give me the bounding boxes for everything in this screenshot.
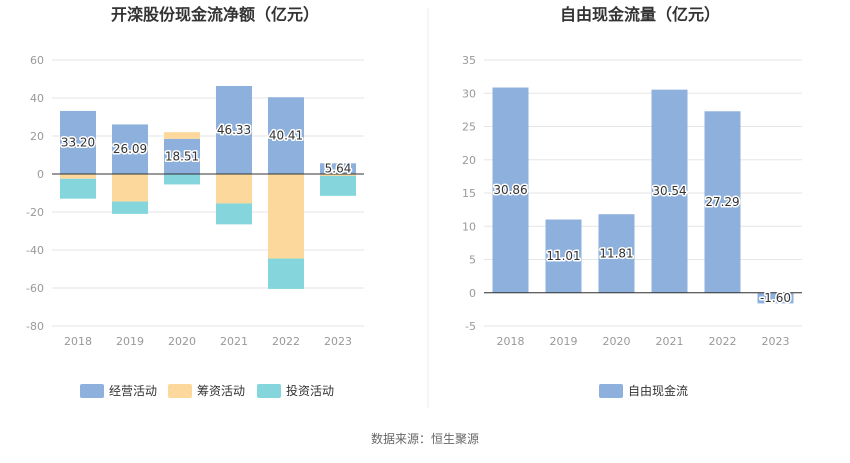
bar-financing [320, 174, 356, 176]
y-tick-label: 25 [462, 121, 476, 134]
data-label: 27.29 [705, 195, 739, 209]
x-tick-label: 2023 [762, 335, 790, 348]
bar-operating [164, 138, 200, 174]
bar-investing [112, 201, 148, 214]
x-tick-label: 2021 [656, 335, 684, 348]
legend-swatch [257, 384, 281, 398]
legend-label: 自由现金流 [628, 383, 688, 398]
cashflow-chart: 60 40 20 0 -20 -40 -60 -80 2018 2019 2020 2021 2022 2… [26, 54, 364, 348]
x-tick-label: 2019 [116, 335, 144, 348]
data-label: 11.01 [546, 249, 580, 263]
bar-investing [268, 258, 304, 289]
y-tick-label: -20 [26, 206, 44, 219]
x-tick-label: 2023 [324, 335, 352, 348]
data-label: 33.20 [61, 135, 95, 149]
data-label: -1.60 [760, 291, 791, 305]
data-label: 40.41 [269, 129, 303, 143]
bar-operating [320, 163, 356, 174]
y-tick-label: 0 [37, 168, 44, 181]
legend-label: 投资活动 [286, 383, 334, 398]
left-chart-title: 开滦股份现金流净额（亿元） [111, 5, 319, 24]
x-tick-label: 2019 [550, 335, 578, 348]
y-tick-label: 15 [462, 187, 476, 200]
data-label: 46.33 [217, 123, 251, 137]
bar-fcf [492, 87, 529, 293]
x-tick-label: 2021 [220, 335, 248, 348]
y-tick-label: 0 [469, 287, 476, 300]
bar-financing [268, 174, 304, 259]
data-label: 30.54 [652, 184, 686, 198]
legend-label: 筹资活动 [197, 384, 245, 398]
y-tick-label: 30 [462, 87, 476, 100]
y-tick-label: -80 [26, 320, 44, 333]
y-tick-label: 5 [469, 254, 476, 267]
bar-operating [112, 124, 148, 174]
y-tick-label: 35 [462, 54, 476, 67]
y-tick-label: 20 [462, 154, 476, 167]
x-tick-label: 2022 [709, 335, 737, 348]
cashflow-legend: 经营活动 筹资活动 投资活动 [80, 383, 334, 398]
bar-investing [60, 178, 96, 199]
bar-fcf [651, 89, 688, 293]
x-tick-label: 2020 [603, 335, 631, 348]
bar-financing [164, 132, 200, 139]
x-tick-label: 2018 [64, 335, 92, 348]
data-label: 11.81 [599, 246, 633, 260]
y-tick-label: 60 [30, 54, 44, 67]
data-label: 30.86 [493, 183, 527, 197]
bar-financing [112, 174, 148, 202]
data-label: 26.09 [113, 142, 147, 156]
fcf-chart: 35 30 25 20 15 10 5 0 -5 2018 2019 2020 2021 2022 2023… [462, 54, 802, 348]
right-chart-title: 自由现金流量（亿元） [560, 5, 720, 24]
bar-fcf [757, 292, 794, 304]
bar-investing [216, 203, 252, 225]
bar-financing [216, 174, 252, 204]
bar-operating [268, 97, 304, 174]
data-label: 5.64 [325, 162, 352, 176]
bar-fcf [598, 214, 635, 293]
y-tick-label: 10 [462, 220, 476, 233]
bar-operating [216, 85, 252, 174]
bar-operating [60, 110, 96, 174]
x-tick-label: 2020 [168, 335, 196, 348]
y-tick-label: 40 [30, 92, 44, 105]
x-tick-label: 2022 [272, 335, 300, 348]
legend-swatch [80, 384, 104, 398]
legend-label: 经营活动 [109, 384, 157, 398]
data-source: 数据来源：恒生聚源 [371, 431, 479, 446]
y-tick-label: -5 [465, 320, 476, 333]
bar-investing [320, 175, 356, 196]
bar-financing [60, 174, 96, 179]
x-tick-label: 2018 [497, 335, 525, 348]
y-tick-label: -60 [26, 282, 44, 295]
bar-investing [164, 174, 200, 185]
y-tick-label: 20 [30, 130, 44, 143]
data-label: 18.51 [165, 149, 199, 163]
bar-fcf [704, 111, 741, 293]
y-tick-label: -40 [26, 244, 44, 257]
legend-swatch [168, 384, 192, 398]
legend-swatch [599, 384, 623, 398]
bar-fcf [545, 219, 582, 293]
fcf-legend: 自由现金流 [599, 383, 688, 398]
